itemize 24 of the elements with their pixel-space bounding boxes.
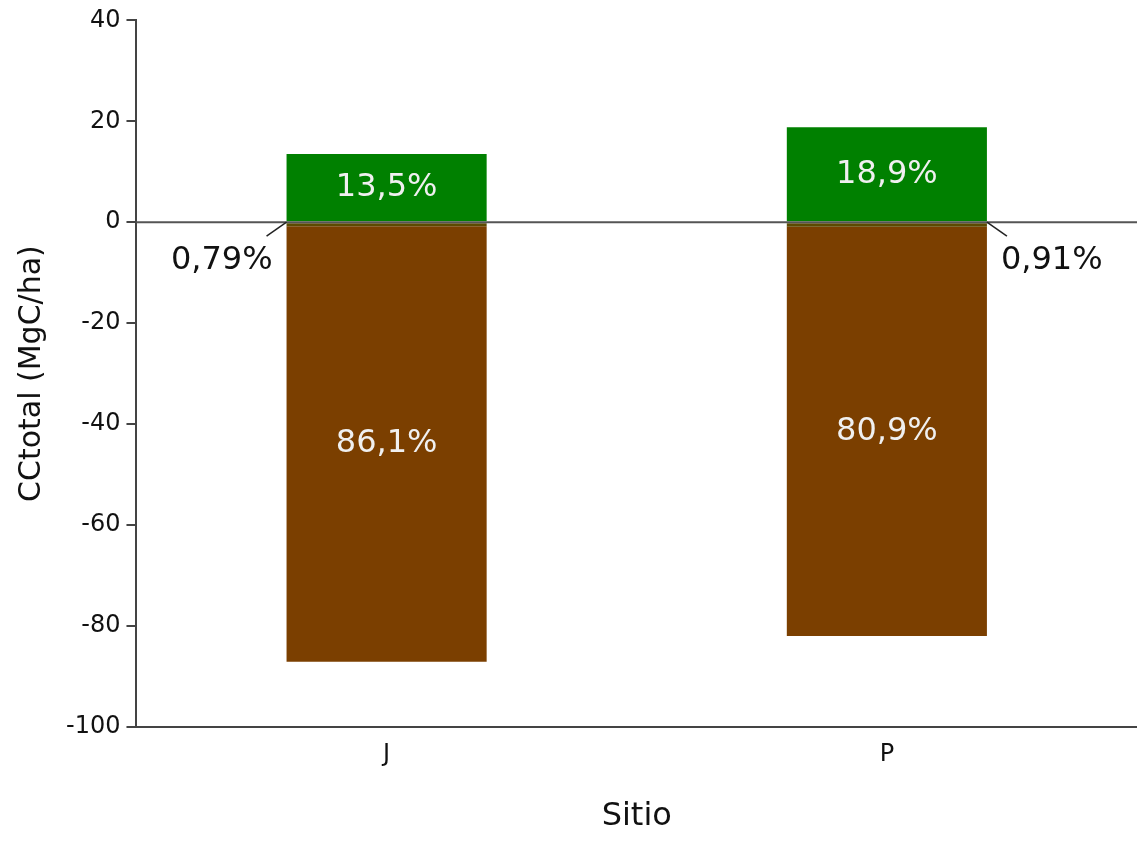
bar bbox=[286, 154, 487, 222]
bar bbox=[286, 226, 487, 662]
annotation: 13,5% bbox=[335, 165, 438, 204]
annotation: 0,79% bbox=[170, 238, 273, 277]
y-tick-label: 20 bbox=[89, 105, 121, 134]
y-tick-label: -20 bbox=[81, 307, 121, 336]
annotation: 86,1% bbox=[335, 422, 438, 461]
y-axis-title: CCtotal (MgC/ha) bbox=[11, 245, 47, 503]
bar bbox=[786, 226, 987, 636]
y-tick-label: -80 bbox=[81, 610, 121, 639]
y-tick-label: 40 bbox=[89, 4, 121, 33]
bar bbox=[786, 223, 987, 227]
bar bbox=[786, 127, 987, 222]
annotation: 80,9% bbox=[836, 409, 938, 448]
x-tick-label: P bbox=[879, 739, 895, 768]
y-tick-label: -60 bbox=[81, 509, 121, 538]
x-axis-title: Sitio bbox=[601, 795, 672, 834]
y-tick-label: 0 bbox=[105, 206, 121, 235]
annotation: 0,91% bbox=[1000, 238, 1103, 277]
y-tick-label: -40 bbox=[81, 408, 121, 437]
y-tick-label: -100 bbox=[66, 711, 121, 740]
x-tick-label: J bbox=[381, 739, 391, 768]
annotation: 18,9% bbox=[836, 152, 938, 191]
bar bbox=[286, 223, 487, 227]
